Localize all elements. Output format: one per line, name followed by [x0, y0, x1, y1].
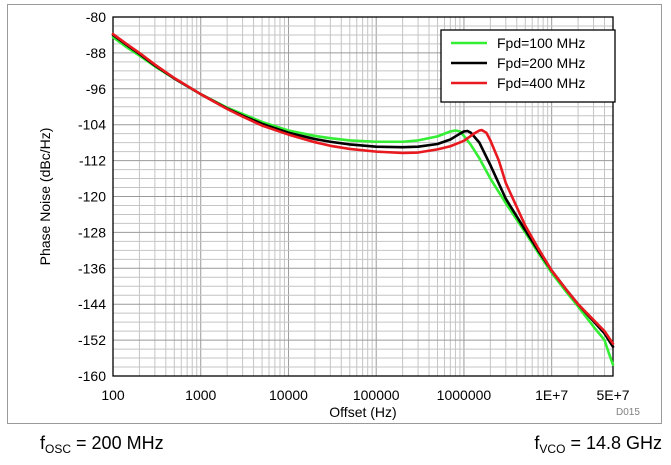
figure-id: D015: [616, 407, 640, 418]
y-tick-label: -120: [78, 189, 106, 205]
series-layer: [111, 32, 615, 367]
y-axis-label: Phase Noise (dBc/Hz): [37, 128, 53, 266]
legend-label: Fpd=200 MHz: [497, 55, 585, 71]
x-tick-label: 10000: [269, 387, 308, 403]
y-tick-label: -104: [78, 117, 106, 133]
osc-prefix: f: [40, 433, 46, 453]
y-tick-label: -152: [78, 332, 106, 348]
vco-subscript: VCO: [539, 442, 566, 456]
series-line-3: [111, 32, 615, 345]
vco-frequency-note: fVCO = 14.8 GHz: [534, 433, 662, 456]
x-tick-label: 1E+7: [535, 387, 568, 403]
x-tick-label: 5E+7: [596, 387, 629, 403]
y-tick-label: -88: [86, 45, 106, 61]
tick-labels: -80 -88 -96 -104 -112 -120 -128 -136 -144 -152 -16…: [78, 9, 630, 403]
x-axis-label: Offset (Hz): [329, 404, 396, 420]
osc-subscript: OSC: [45, 442, 72, 456]
y-tick-label: -144: [78, 296, 106, 312]
osc-frequency-note: fOSC = 200 MHz: [40, 433, 164, 456]
y-tick-label: -112: [79, 153, 106, 169]
figure-border: [7, 4, 662, 424]
y-tick-label: -160: [78, 368, 106, 384]
osc-value: = 200 MHz: [71, 433, 164, 453]
vco-value: = 14.8 GHz: [565, 433, 662, 453]
x-tick-label: 1000000: [437, 387, 492, 403]
y-tick-label: -136: [78, 260, 106, 276]
legend-label: Fpd=100 MHz: [497, 35, 585, 51]
x-tick-label: 1000: [185, 387, 216, 403]
vco-prefix: f: [534, 433, 540, 453]
plot-area: [112, 16, 614, 377]
y-tick-label: -128: [78, 224, 106, 240]
x-tick-label: 100: [101, 387, 125, 403]
y-tick-label: -96: [86, 81, 106, 97]
y-tick-label: -80: [86, 9, 106, 25]
x-tick-label: 100000: [353, 387, 400, 403]
legend: Fpd=100 MHz Fpd=200 MHz Fpd=400 MHz: [440, 29, 616, 103]
legend-label: Fpd=400 MHz: [497, 75, 585, 91]
